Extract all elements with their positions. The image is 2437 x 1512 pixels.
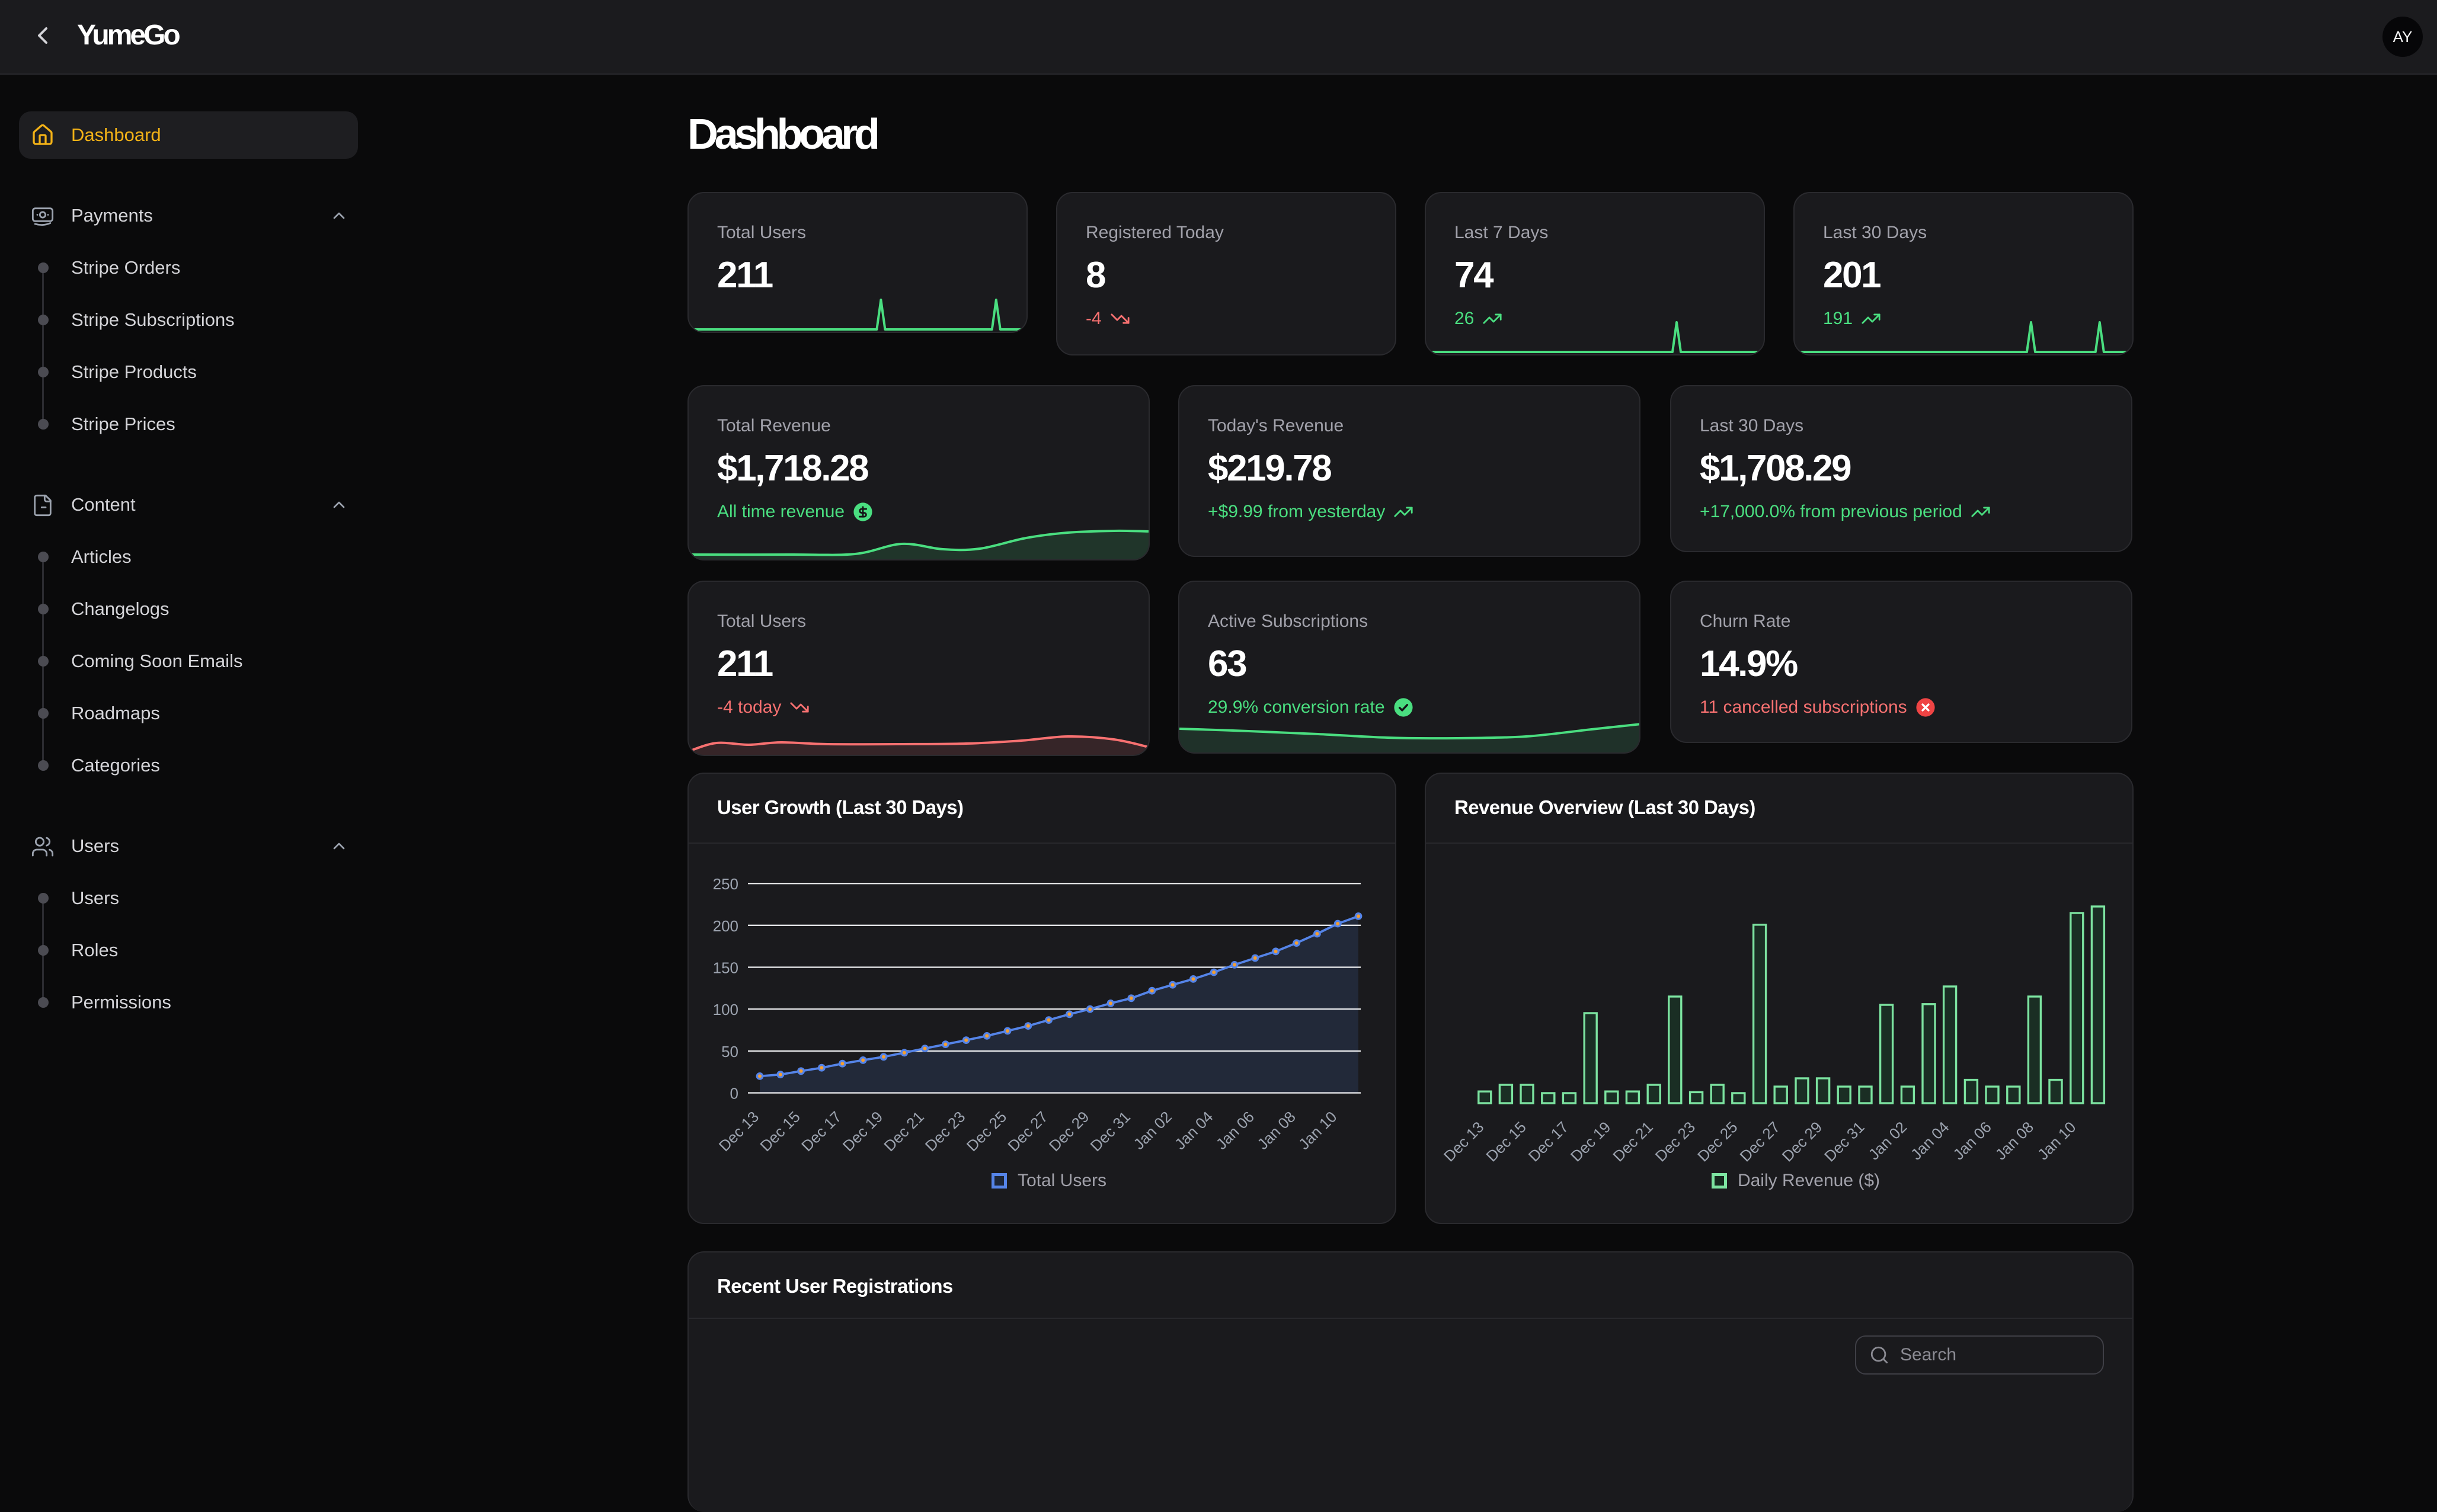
svg-text:Dec 19: Dec 19 [839, 1108, 886, 1155]
svg-text:Jan 10: Jan 10 [2034, 1118, 2079, 1163]
svg-text:Dec 21: Dec 21 [880, 1108, 927, 1155]
svg-text:Jan 02: Jan 02 [1865, 1118, 1910, 1163]
svg-text:100: 100 [713, 1001, 738, 1018]
svg-text:Jan 06: Jan 06 [1949, 1118, 1994, 1163]
svg-text:Dec 27: Dec 27 [1736, 1118, 1783, 1165]
svg-text:Dec 27: Dec 27 [1004, 1108, 1051, 1155]
svg-text:Dec 17: Dec 17 [1525, 1118, 1572, 1165]
svg-text:Jan 08: Jan 08 [1253, 1108, 1299, 1153]
svg-text:Jan 04: Jan 04 [1171, 1108, 1216, 1153]
svg-text:Dec 29: Dec 29 [1779, 1118, 1825, 1165]
svg-text:Jan 10: Jan 10 [1295, 1108, 1340, 1153]
svg-text:Jan 02: Jan 02 [1130, 1108, 1175, 1153]
svg-text:Dec 17: Dec 17 [798, 1108, 845, 1155]
svg-text:50: 50 [721, 1043, 738, 1061]
svg-text:Dec 31: Dec 31 [1087, 1108, 1134, 1155]
svg-text:Jan 08: Jan 08 [1992, 1118, 2037, 1163]
svg-text:Dec 13: Dec 13 [715, 1108, 762, 1155]
svg-text:Dec 15: Dec 15 [1482, 1118, 1529, 1165]
svg-text:Jan 04: Jan 04 [1907, 1118, 1952, 1163]
svg-text:0: 0 [730, 1085, 738, 1103]
svg-text:Dec 19: Dec 19 [1567, 1118, 1614, 1165]
svg-text:Dec 23: Dec 23 [922, 1108, 968, 1155]
svg-text:200: 200 [713, 917, 738, 935]
svg-text:Jan 06: Jan 06 [1213, 1108, 1258, 1153]
svg-text:150: 150 [713, 959, 738, 977]
svg-text:250: 250 [713, 875, 738, 893]
svg-text:Dec 21: Dec 21 [1609, 1118, 1656, 1165]
svg-text:Dec 29: Dec 29 [1045, 1108, 1092, 1155]
svg-text:Dec 25: Dec 25 [963, 1108, 1010, 1155]
svg-text:Dec 13: Dec 13 [1440, 1118, 1487, 1165]
svg-text:Dec 31: Dec 31 [1821, 1118, 1867, 1165]
svg-text:Dec 25: Dec 25 [1694, 1118, 1741, 1165]
svg-text:Dec 23: Dec 23 [1652, 1118, 1699, 1165]
svg-text:Dec 15: Dec 15 [756, 1108, 803, 1155]
